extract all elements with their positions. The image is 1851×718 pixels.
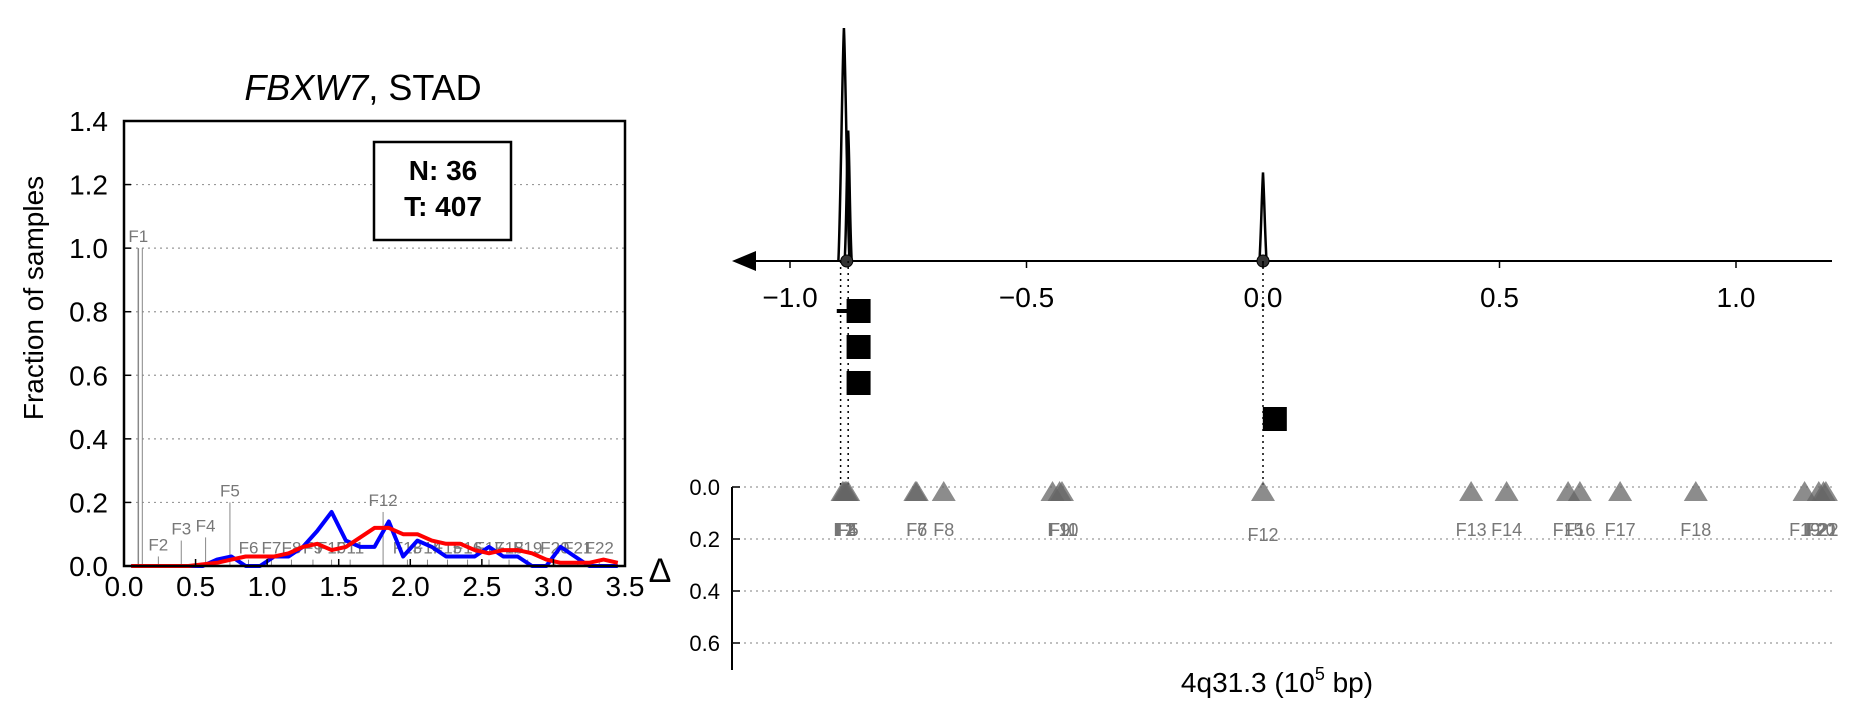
feature-label: F6 [906, 520, 927, 540]
x-tick-label: 1.5 [319, 571, 358, 602]
sample-square [846, 335, 871, 359]
y-axis-label: Fraction of samples [18, 176, 49, 420]
delta-axis-label: Δ [649, 552, 672, 590]
title-rest: , STAD [368, 67, 481, 108]
feature-label: F5 [838, 520, 859, 540]
legend-box [372, 140, 513, 242]
x-tick-label: 0.0 [105, 571, 144, 602]
x-tick-label: 0.5 [1480, 282, 1519, 313]
feature-label: F16 [1564, 520, 1595, 540]
feature-triangle [1049, 481, 1074, 501]
feature-label: F7 [906, 520, 927, 540]
title-gene: FBXW7 [244, 67, 370, 108]
feature-label: F5 [220, 481, 240, 500]
sample-legend: N: 36 T: 407 [372, 140, 513, 242]
feature-label: F3 [171, 520, 191, 539]
sample-square [846, 299, 871, 323]
x-tick-label: 3.5 [606, 571, 645, 602]
feature-label: F4 [836, 520, 857, 540]
sample-square [846, 371, 871, 395]
feature-triangle [1567, 481, 1592, 501]
feature-label: F13 [1456, 520, 1487, 540]
feature-label: F12 [368, 491, 397, 510]
y-tick-label: 0.6 [689, 631, 720, 656]
y-tick-label: 0.0 [69, 551, 108, 582]
feature-triangle [904, 481, 929, 501]
feature-label: F22 [585, 539, 614, 558]
feature-label: F7 [262, 539, 282, 558]
feature-triangle [931, 481, 956, 501]
feature-label: F1 [128, 227, 148, 246]
x-tick-label: 1.0 [248, 571, 287, 602]
locus-panel: −1.0 −0.5 0.0 0.5 1.0 0.00.20.40.6F1F2F3F4F5… [649, 27, 1839, 698]
y-tick-label: 1.0 [69, 233, 108, 264]
signal-peak [1258, 172, 1268, 262]
y-tick-label: 0.4 [689, 579, 720, 604]
feature-label: F21 [1806, 520, 1837, 540]
feature-label: F20 [1805, 520, 1836, 540]
feature-triangle [1683, 481, 1708, 501]
feature-label: F14 [1491, 520, 1522, 540]
x-tick-label: 0.5 [176, 571, 215, 602]
anchor-point [840, 254, 854, 268]
y-tick-label: 0.0 [689, 475, 720, 500]
y-tick-label: 1.2 [69, 170, 108, 201]
x-tick-label: −0.5 [999, 282, 1054, 313]
sample-square [1262, 407, 1287, 431]
series-t-line [131, 525, 619, 568]
y-tick-label: 0.4 [69, 424, 108, 455]
x-tick-label: 2.0 [391, 571, 430, 602]
y-tick-label: 0.6 [69, 360, 108, 391]
plot-frame [122, 119, 627, 568]
feature-label: F9 [1049, 520, 1070, 540]
feature-label: F2 [148, 535, 168, 554]
x-tick-label: −1.0 [762, 282, 817, 313]
feature-triangle [836, 481, 861, 501]
feature-label: F2 [834, 520, 855, 540]
y-tick-label: 1.4 [69, 106, 108, 137]
left-chart-title: FBXW7, STAD [244, 67, 481, 108]
left-arrow-icon [732, 251, 756, 271]
x-axis-label: 4q31.3 (105 bp) [1181, 664, 1373, 698]
feature-triangle [1813, 481, 1838, 501]
feature-label: F6 [239, 539, 259, 558]
y-tick-label: 0.2 [69, 487, 108, 518]
feature-label: F17 [1605, 520, 1636, 540]
feature-label: F10 [1047, 520, 1078, 540]
feature-triangle [1459, 481, 1484, 501]
signal-peak [843, 130, 853, 262]
feature-label: F1 [833, 520, 854, 540]
feature-triangle [1251, 481, 1275, 501]
x-tick-label: 1.0 [1717, 282, 1756, 313]
feature-label: F15 [1553, 520, 1584, 540]
x-tick-label: 2.5 [462, 571, 501, 602]
y-tick-label: 0.2 [689, 527, 720, 552]
feature-label: F12 [1247, 525, 1278, 545]
y-tick-label: 0.8 [69, 297, 108, 328]
feature-label: F18 [1680, 520, 1711, 540]
feature-label: F19 [1789, 520, 1820, 540]
feature-label: F11 [1048, 520, 1078, 540]
feature-label: F8 [933, 520, 954, 540]
feature-triangle [1608, 481, 1633, 501]
feature-label: F20 [540, 539, 569, 558]
legend-tumor-count: T: 407 [404, 191, 482, 222]
feature-label: F3 [835, 520, 856, 540]
legend-normal-count: N: 36 [409, 155, 477, 186]
feature-triangle [1494, 481, 1519, 501]
feature-label: F4 [196, 516, 216, 535]
feature-label: F22 [1808, 520, 1839, 540]
x-tick-label: 3.0 [534, 571, 573, 602]
